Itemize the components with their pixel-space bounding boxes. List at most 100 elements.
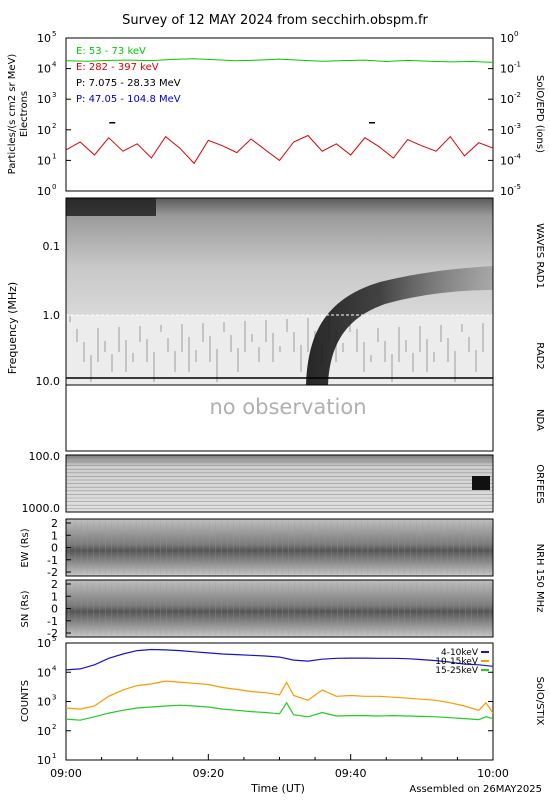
epd-right-tick-exp: -1 [514, 61, 521, 69]
stix-ytick-label: 10 [37, 666, 51, 679]
waves-right-label-rad2: RAD2 [534, 342, 545, 369]
epd-right-tick-label: 10 [500, 154, 514, 167]
orfees-ytick-1: 1000.0 [22, 502, 61, 515]
frequency-ylabel: Frequency (MHz) [6, 282, 19, 374]
time-tick-label: 09:40 [335, 767, 367, 780]
stix-legend-label-2: 15-25keV [435, 666, 479, 676]
epd-right-tick-exp: -4 [514, 152, 522, 160]
stix-legend-label-0: 4-10keV [441, 648, 479, 658]
orfees-lines [66, 461, 493, 510]
stix-ytick-label: 10 [37, 725, 51, 738]
stix-ytick-label: 10 [37, 696, 51, 709]
epd-ytick-label: 10 [37, 32, 51, 45]
nda-frame [65, 384, 494, 452]
waves-panel: 0.1 1.0 10.0 WAVES RAD1 RAD2 [36, 197, 545, 388]
nrh-right-label: NRH 150 MHz [534, 544, 545, 613]
nrh-ew-tick-label: -1 [47, 554, 58, 567]
stix-series-line-0 [66, 648, 493, 671]
stix-ytick-exp: 4 [52, 664, 57, 672]
stix-ytick-label: 10 [37, 754, 51, 767]
legend-e-high: E: 282 - 397 keV [76, 62, 159, 73]
orfees-ytick-0: 100.0 [29, 450, 61, 463]
epd-ytick-exp: 5 [52, 30, 56, 38]
orfees-right-label: ORFEES [534, 464, 545, 504]
legend-p-high: P: 47.05 - 104.8 MeV [76, 94, 181, 105]
epd-frame [65, 37, 494, 192]
stix-ytick-exp: 3 [52, 694, 56, 702]
waves-ytick-2: 10.0 [36, 375, 61, 388]
nda-right-label: NDA [534, 409, 545, 431]
nrh-ew-yticks: 210-1-2 [47, 517, 71, 579]
nrh-sn-panel: 210-1-2 SN (Rs) [20, 578, 494, 640]
stix-series-line-2 [66, 701, 493, 721]
waves-ytick-0: 0.1 [43, 240, 61, 253]
epd-ytick-label: 10 [37, 185, 51, 198]
stix-ytick-label: 10 [37, 637, 51, 650]
nrh-sn-tick-label: -2 [47, 627, 58, 640]
epd-series-line-0 [66, 58, 493, 63]
epd-right-tick-label: 10 [500, 63, 514, 76]
time-tick-label: 09:20 [192, 767, 224, 780]
waves-yticks: 0.1 1.0 10.0 [36, 240, 61, 388]
time-tick-label: 09:00 [50, 767, 82, 780]
nrh-sn-tick-label: 0 [51, 603, 58, 616]
nda-panel: no observation NDA Frequency (MHz) [6, 282, 545, 452]
nda-no-observation: no observation [209, 395, 366, 419]
epd-ytick-label: 10 [37, 124, 51, 137]
epd-ytick-exp: 2 [52, 122, 56, 130]
legend-p-low: P: 7.075 - 28.33 MeV [76, 78, 181, 89]
stix-ytick-exp: 5 [52, 635, 56, 643]
waves-ytick-1: 1.0 [43, 309, 61, 322]
orfees-frame [65, 454, 494, 513]
epd-ylabel: Particles/(s cm2 sr MeV) [7, 54, 18, 175]
assembled-footer: Assembled on 26MAY2025 [409, 784, 542, 795]
nrh-sn-ylabel: SN (Rs) [20, 590, 31, 627]
nrh-ew-tick-label: -2 [47, 566, 58, 579]
epd-ytick-label: 10 [37, 63, 51, 76]
epd-series-line-1 [66, 134, 493, 165]
orfees-burst [472, 476, 490, 490]
stix-ylabel: COUNTS [20, 680, 31, 722]
stix-ytick-exp: 1 [52, 752, 56, 760]
nrh-ew-background [66, 519, 493, 576]
time-axis: 09:00 09:20 09:40 10:00 [50, 754, 509, 780]
nrh-ew-streaks [68, 521, 491, 574]
epd-ytick-label: 10 [37, 154, 51, 167]
epd-right-tick-exp: 0 [514, 30, 518, 38]
epd-ytick-label: 10 [37, 93, 51, 106]
epd-ylabel-sub: Electrons [19, 91, 30, 137]
nrh-ew-tick-label: 0 [51, 542, 58, 555]
stix-series-line-1 [66, 680, 493, 714]
type-iii-burst [306, 266, 493, 385]
epd-ytick-exp: 4 [52, 61, 57, 69]
epd-ytick-exp: 0 [52, 183, 56, 191]
epd-right-tick-exp: -2 [514, 91, 521, 99]
epd-series [66, 58, 493, 165]
nrh-ew-tick-label: 1 [51, 529, 58, 542]
epd-ytick-exp: 3 [52, 91, 56, 99]
time-tick-label: 10:00 [477, 767, 509, 780]
epd-legend: E: 53 - 73 keV E: 282 - 397 keV P: 7.075… [76, 46, 181, 105]
stix-ytick-exp: 2 [52, 723, 56, 731]
nrh-sn-background [66, 580, 493, 637]
stix-series [66, 648, 493, 721]
nrh-sn-tick-label: -1 [47, 615, 58, 628]
epd-right-tick-label: 10 [500, 124, 514, 137]
nrh-sn-tick-label: 1 [51, 590, 58, 603]
legend-e-low: E: 53 - 73 keV [76, 46, 146, 57]
rad1-dark-top [66, 198, 156, 216]
nrh-ew-ylabel: EW (Rs) [20, 528, 31, 567]
stix-right-label: SolO/STIX [534, 677, 545, 726]
nrh-sn-yticks: 210-1-2 [47, 578, 71, 640]
waves-right-label-rad1: WAVES RAD1 [534, 223, 545, 289]
nrh-sn-tick-label: 2 [51, 578, 58, 591]
epd-right-label: SolO/EPD (ions) [534, 75, 545, 153]
epd-right-tick-exp: -3 [514, 122, 521, 130]
figure-title: Survey of 12 MAY 2024 from secchirh.obsp… [122, 13, 428, 28]
epd-ytick-exp: 1 [52, 152, 56, 160]
